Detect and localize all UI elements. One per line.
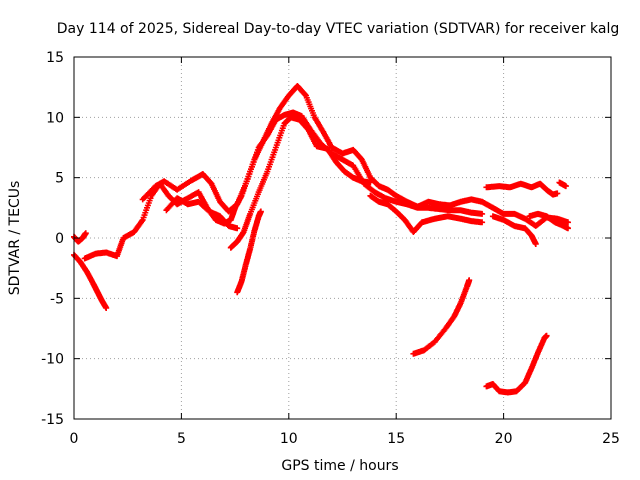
series-arc-12	[489, 213, 539, 247]
data-point-markers	[71, 251, 110, 311]
x-tick-label: 20	[495, 431, 513, 447]
data-point-markers	[410, 277, 473, 357]
data-point-markers	[139, 83, 571, 229]
y-tick-label: -15	[41, 412, 64, 428]
data-point-markers	[489, 213, 539, 247]
y-tick-label: -5	[50, 291, 64, 307]
series-arc-7	[234, 208, 264, 296]
data-point-markers	[163, 195, 241, 232]
x-tick-label: 25	[602, 431, 620, 447]
series-arc-10	[483, 180, 561, 198]
data-point-markers	[526, 210, 571, 232]
series-arc-11	[556, 179, 569, 190]
y-tick-label: 10	[46, 110, 64, 126]
y-tick-label: 5	[55, 171, 64, 187]
x-tick-label: 15	[387, 431, 405, 447]
y-tick-label: -10	[41, 352, 64, 368]
y-tick-label: 15	[46, 50, 64, 66]
y-axis-label: SDTVAR / TECUs	[7, 181, 23, 296]
x-tick-label: 5	[177, 431, 186, 447]
y-tick-label: 0	[55, 231, 64, 247]
series-arc-6	[227, 114, 374, 251]
x-axis-label: GPS time / hours	[281, 458, 398, 474]
data-point-markers	[234, 208, 264, 296]
series-arc-8	[367, 192, 486, 235]
data-point-markers	[483, 180, 561, 198]
chart-title: Day 114 of 2025, Sidereal Day-to-day VTE…	[57, 21, 619, 37]
x-tick-label: 0	[70, 431, 79, 447]
data-series	[71, 83, 571, 396]
data-point-markers	[367, 192, 486, 235]
data-point-markers	[483, 332, 550, 396]
series-arc-14	[483, 332, 550, 396]
series-arc-5	[163, 195, 241, 232]
data-point-markers	[556, 179, 569, 190]
axis-ticks: 0 5 10 15 20 25 -15 -10 -5 0 5 10 15	[41, 50, 620, 447]
series-arc-2	[71, 251, 110, 311]
series-arc-9	[410, 277, 473, 357]
data-point-markers	[227, 114, 374, 251]
series-arc-13	[526, 210, 571, 232]
x-tick-label: 10	[280, 431, 298, 447]
series-arc-4	[139, 83, 571, 229]
